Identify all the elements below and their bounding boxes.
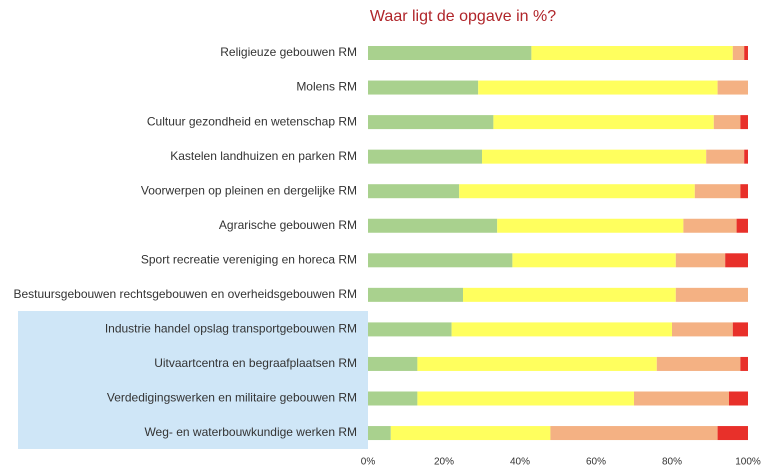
bar-segment bbox=[725, 253, 748, 268]
y-tick-label: Kastelen landhuizen en parken RM bbox=[170, 149, 357, 163]
chart-title: Waar ligt de opgave in %? bbox=[370, 8, 556, 25]
x-tick-label: 0% bbox=[361, 457, 376, 468]
bar-segment bbox=[417, 391, 634, 406]
y-tick-label: Bestuursgebouwen rechtsgebouwen en overh… bbox=[13, 287, 357, 301]
y-tick-label: Religieuze gebouwen RM bbox=[220, 45, 357, 59]
x-tick-label: 60% bbox=[586, 457, 606, 468]
bar-segment bbox=[368, 149, 482, 164]
y-tick-label: Molens RM bbox=[296, 80, 357, 94]
bar-segment bbox=[478, 80, 718, 95]
y-tick-label: Weg- en waterbouwkundige werken RM bbox=[144, 425, 357, 439]
bar-segment bbox=[732, 322, 748, 337]
bar-segment bbox=[368, 391, 418, 406]
x-tick-label: 80% bbox=[662, 457, 682, 468]
highlight-region bbox=[18, 311, 368, 449]
bar-segment bbox=[368, 322, 452, 337]
bar-segment bbox=[740, 356, 748, 371]
x-tick-label: 40% bbox=[510, 457, 530, 468]
bar-segment bbox=[459, 184, 695, 199]
bar-segment bbox=[451, 322, 672, 337]
bar-segment bbox=[368, 287, 463, 302]
bar-segment bbox=[463, 287, 676, 302]
bar-segment bbox=[706, 149, 745, 164]
bar-segment bbox=[683, 218, 737, 233]
bar-segment bbox=[368, 426, 391, 441]
bar-segment bbox=[713, 115, 741, 130]
bar-segment bbox=[512, 253, 676, 268]
bar-segment bbox=[717, 426, 748, 441]
bar-segment bbox=[656, 356, 741, 371]
bar-segment bbox=[634, 391, 729, 406]
y-tick-label: Verdedigingswerken en militaire gebouwen… bbox=[107, 391, 357, 405]
bar-segment bbox=[368, 356, 418, 371]
bar-segment bbox=[417, 356, 657, 371]
bar-segment bbox=[368, 80, 479, 95]
bar-segment bbox=[672, 322, 733, 337]
x-tick-label: 20% bbox=[434, 457, 454, 468]
bar-segment bbox=[368, 184, 460, 199]
y-tick-label: Voorwerpen op pleinen en dergelijke RM bbox=[141, 183, 357, 197]
y-tick-label: Cultuur gezondheid en wetenschap RM bbox=[147, 114, 357, 128]
bar-segment bbox=[740, 115, 748, 130]
bar-segment bbox=[717, 80, 748, 95]
y-tick-label: Sport recreatie vereniging en horeca RM bbox=[141, 252, 357, 266]
bar-segment bbox=[675, 287, 748, 302]
bar-segment bbox=[732, 46, 745, 60]
bar-segment bbox=[390, 426, 551, 441]
bar-segment bbox=[531, 46, 733, 60]
bar-segment bbox=[368, 253, 513, 268]
bar-segment bbox=[482, 149, 707, 164]
bar-segment bbox=[729, 391, 748, 406]
bar-segment bbox=[740, 184, 748, 199]
x-tick-label: 100% bbox=[735, 457, 761, 468]
bar-segment bbox=[493, 115, 714, 130]
bar-segment bbox=[694, 184, 741, 199]
bar-segment bbox=[497, 218, 684, 233]
bar-segment bbox=[368, 46, 532, 60]
bar-segment bbox=[744, 46, 748, 60]
bar-segment bbox=[744, 149, 748, 164]
bar-segment bbox=[736, 218, 748, 233]
bar-segment bbox=[368, 115, 494, 130]
bar-segment bbox=[675, 253, 726, 268]
bar-segment bbox=[550, 426, 718, 441]
y-tick-label: Industrie handel opslag transportgebouwe… bbox=[105, 322, 357, 336]
y-tick-label: Uitvaartcentra en begraafplaatsen RM bbox=[154, 356, 357, 370]
y-tick-label: Agrarische gebouwen RM bbox=[219, 218, 357, 232]
bar-segment bbox=[368, 218, 498, 233]
